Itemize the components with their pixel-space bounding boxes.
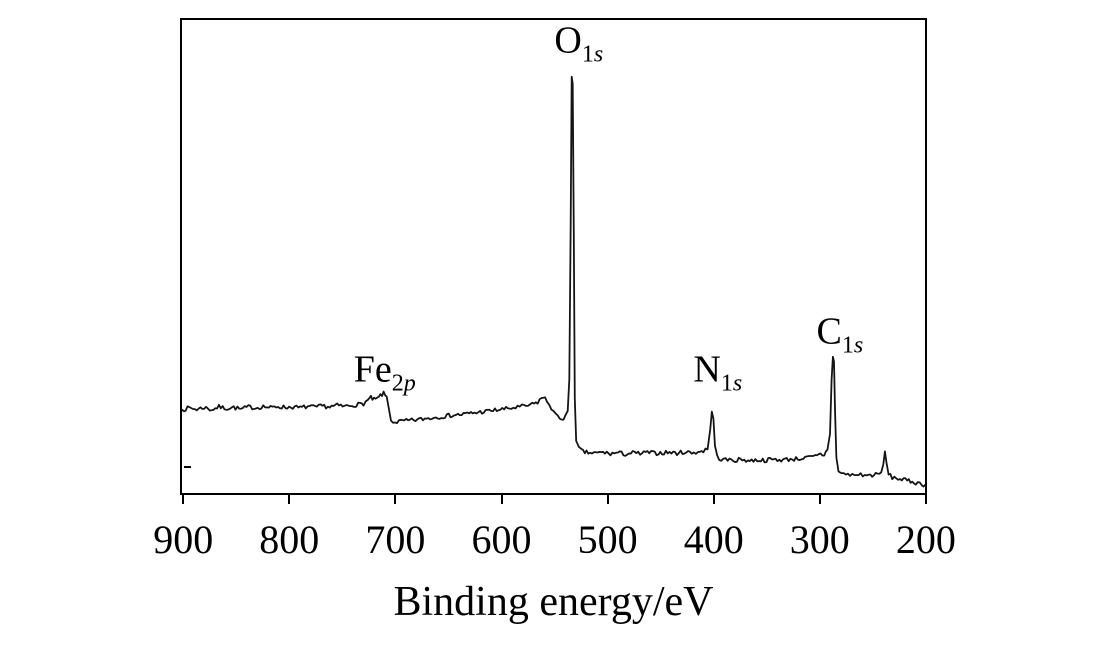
peak-label-Fe2p: Fe2p <box>354 351 416 396</box>
x-tick-label: 600 <box>471 517 532 562</box>
plot-area: Fe2p O1s N1s C1s <box>180 18 927 495</box>
x-tick <box>394 495 397 504</box>
x-tick-label: 800 <box>259 517 320 562</box>
x-tick <box>182 495 185 504</box>
spectrum-svg <box>182 75 925 488</box>
peak-label-O1s: O1s <box>554 21 603 66</box>
x-tick <box>606 495 609 504</box>
x-tick-label: 400 <box>683 517 744 562</box>
x-tick <box>288 495 291 504</box>
x-tick-label: 900 <box>153 517 214 562</box>
x-axis-ticks <box>180 495 927 507</box>
peak-element-symbol: Fe <box>353 348 392 391</box>
x-tick-label: 700 <box>365 517 426 562</box>
x-tick <box>818 495 821 504</box>
x-tick <box>924 495 927 504</box>
peak-orbital-subscript: 1s <box>581 41 604 68</box>
spectrum-line <box>182 75 925 488</box>
peak-orbital-subscript: 1s <box>841 332 864 359</box>
x-axis-tick-labels: 900 800 700 600 500 400 300 200 <box>153 517 956 565</box>
x-tick-label: 300 <box>789 517 850 562</box>
peak-label-C1s: C1s <box>817 312 864 357</box>
peak-label-N1s: N1s <box>693 351 742 396</box>
x-axis-title: Binding energy/eV <box>393 579 714 625</box>
peak-element-symbol: C <box>816 310 842 353</box>
x-tick-label: 200 <box>895 517 956 562</box>
peak-orbital-subscript: 1s <box>720 370 743 397</box>
x-tick-label: 500 <box>577 517 638 562</box>
peak-element-symbol: N <box>693 348 721 391</box>
peak-orbital-subscript: 2p <box>391 370 416 397</box>
x-tick <box>500 495 503 504</box>
peak-element-symbol: O <box>554 19 582 62</box>
x-tick <box>712 495 715 504</box>
